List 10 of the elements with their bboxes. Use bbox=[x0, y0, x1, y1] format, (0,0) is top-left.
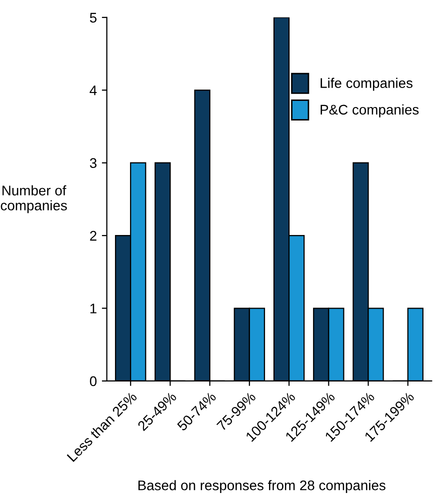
y-tick-label: 2 bbox=[90, 230, 96, 241]
y-tick-label: 0 bbox=[90, 376, 97, 386]
x-axis-title: Based on responses from 28 companies bbox=[138, 480, 386, 494]
legend-label: Life companies bbox=[320, 78, 412, 91]
y-tick-label: 1 bbox=[90, 304, 96, 314]
y-axis-title: Number of companies bbox=[0, 185, 67, 214]
y-tick-label: 4 bbox=[90, 86, 97, 96]
legend-label: P&C companies bbox=[320, 104, 419, 118]
y-tick-label: 5 bbox=[90, 12, 97, 23]
y-tick-label: 3 bbox=[90, 158, 96, 168]
